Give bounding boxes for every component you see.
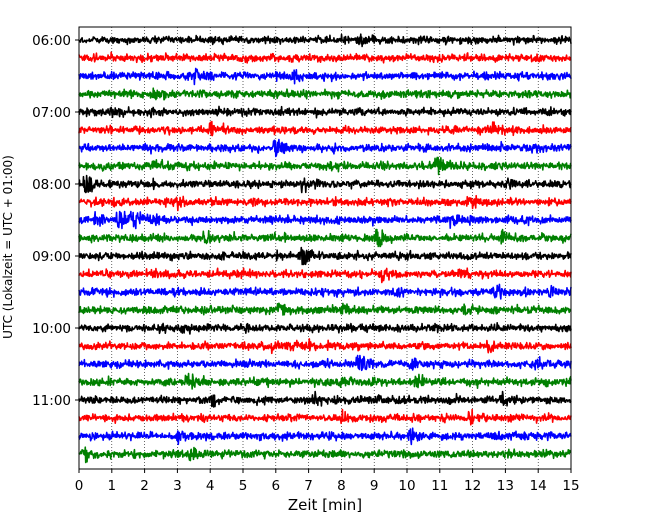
y-tick-label: 08:00: [32, 177, 71, 193]
x-tick-label: 2: [140, 478, 149, 494]
x-axis-ticks: 0 1 2 3 4 5 6 7 8 9 10 11 12 13 14 15: [75, 469, 580, 494]
x-tick-label: 7: [304, 478, 313, 494]
seismogram-traces: [78, 33, 572, 464]
plot-frame: [78, 26, 572, 470]
seismogram-trace: [78, 174, 572, 194]
seismogram-trace: [78, 67, 572, 86]
y-tick-label: 06:00: [32, 33, 71, 49]
seismogram-trace: [78, 427, 572, 446]
x-tick-label: 10: [398, 478, 415, 494]
seismogram-trace: [78, 390, 572, 408]
seismogram-trace: [78, 120, 572, 137]
seismogram-trace: [78, 51, 572, 64]
x-tick-label: 5: [239, 478, 248, 494]
x-tick-label: 4: [206, 478, 215, 494]
seismogram-trace: [78, 338, 572, 355]
x-tick-label: 13: [497, 478, 514, 494]
seismogram-trace: [78, 446, 572, 464]
seismogram-trace: [78, 210, 572, 230]
seismogram-trace: [78, 354, 572, 372]
x-tick-label: 14: [530, 478, 547, 494]
y-tick-label: 07:00: [32, 105, 71, 121]
seismogram-trace: [78, 228, 572, 248]
seismogram-trace: [78, 138, 572, 158]
y-axis-label: UTC (Lokalzeit = UTC + 01:00): [1, 155, 15, 339]
seismogram-trace: [78, 267, 572, 284]
x-tick-label: 9: [370, 478, 379, 494]
seismogram-trace: [78, 105, 572, 119]
x-tick-label: 1: [108, 478, 117, 494]
x-tick-label: 15: [562, 478, 579, 494]
x-tick-label: 6: [272, 478, 281, 494]
seismogram-trace: [78, 321, 572, 335]
seismogram-trace: [78, 33, 572, 48]
seismogram-trace: [78, 283, 572, 300]
y-tick-label: 11:00: [32, 393, 71, 409]
seismogram-trace: [78, 302, 572, 316]
seismogram-trace: [78, 246, 572, 266]
y-tick-label: 10:00: [32, 321, 71, 337]
x-axis-label: Zeit [min]: [288, 496, 362, 514]
seismogram-trace: [78, 87, 572, 101]
x-tick-label: 3: [173, 478, 182, 494]
seismogram-trace: [78, 194, 572, 212]
seismogram-trace: [78, 372, 572, 390]
x-tick-label: 11: [431, 478, 448, 494]
seismogram-trace: [78, 408, 572, 426]
y-tick-label: 09:00: [32, 249, 71, 265]
seismogram-trace: [78, 156, 572, 176]
x-tick-label: 12: [464, 478, 481, 494]
x-tick-label: 8: [337, 478, 346, 494]
y-axis-ticks: 06:00 07:00 08:00 09:00 10:00 11:00: [32, 33, 79, 409]
x-tick-label: 0: [75, 478, 84, 494]
